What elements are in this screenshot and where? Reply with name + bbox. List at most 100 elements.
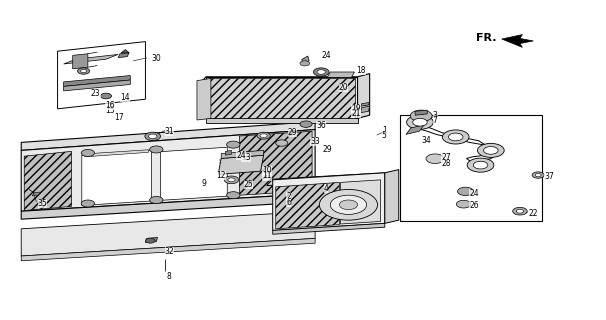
Circle shape xyxy=(467,158,494,172)
Text: 28: 28 xyxy=(441,159,451,168)
Circle shape xyxy=(473,161,488,169)
Text: 7: 7 xyxy=(433,116,438,125)
Polygon shape xyxy=(21,238,315,261)
Circle shape xyxy=(150,146,163,153)
Circle shape xyxy=(145,132,161,140)
Polygon shape xyxy=(21,211,315,256)
Polygon shape xyxy=(82,150,152,205)
Polygon shape xyxy=(21,130,315,211)
Text: 5: 5 xyxy=(382,131,387,140)
Polygon shape xyxy=(206,118,358,123)
Circle shape xyxy=(532,172,544,178)
Text: 9: 9 xyxy=(201,179,206,188)
Text: 19: 19 xyxy=(351,104,361,113)
Text: 29: 29 xyxy=(322,145,332,154)
Circle shape xyxy=(330,195,367,214)
Circle shape xyxy=(227,192,240,199)
Circle shape xyxy=(313,68,329,76)
Polygon shape xyxy=(209,78,355,118)
Text: 1: 1 xyxy=(382,126,387,135)
Polygon shape xyxy=(24,151,72,211)
Polygon shape xyxy=(64,54,118,64)
Circle shape xyxy=(81,200,95,207)
Polygon shape xyxy=(267,173,385,186)
Text: 4: 4 xyxy=(324,184,328,193)
Text: 11: 11 xyxy=(262,172,272,180)
Circle shape xyxy=(426,154,444,164)
Circle shape xyxy=(535,173,541,177)
Text: 33: 33 xyxy=(310,137,320,146)
Circle shape xyxy=(458,187,473,196)
Polygon shape xyxy=(400,115,542,221)
Text: 17: 17 xyxy=(114,113,124,122)
Polygon shape xyxy=(73,54,88,69)
Polygon shape xyxy=(121,50,129,53)
Text: 22: 22 xyxy=(528,209,538,218)
Text: 25: 25 xyxy=(244,180,253,189)
Polygon shape xyxy=(341,180,381,224)
Circle shape xyxy=(228,178,235,182)
Circle shape xyxy=(257,132,270,139)
Circle shape xyxy=(78,68,90,74)
Text: 13: 13 xyxy=(241,153,251,162)
Circle shape xyxy=(227,141,240,148)
Circle shape xyxy=(300,61,310,66)
Text: 18: 18 xyxy=(356,66,366,75)
Text: 12: 12 xyxy=(216,171,226,180)
Circle shape xyxy=(484,147,498,154)
Circle shape xyxy=(339,200,358,210)
Circle shape xyxy=(407,115,433,129)
Polygon shape xyxy=(361,106,370,113)
Text: 30: 30 xyxy=(152,54,161,63)
Polygon shape xyxy=(406,125,424,134)
Circle shape xyxy=(260,134,267,138)
Polygon shape xyxy=(200,77,358,83)
Circle shape xyxy=(145,238,155,243)
Circle shape xyxy=(410,110,432,122)
Text: 35: 35 xyxy=(38,199,47,208)
Text: 3: 3 xyxy=(433,111,438,120)
Text: 34: 34 xyxy=(421,136,431,145)
Polygon shape xyxy=(58,42,145,109)
Circle shape xyxy=(300,121,312,127)
Polygon shape xyxy=(64,76,130,86)
Polygon shape xyxy=(327,72,355,77)
Text: 36: 36 xyxy=(316,121,326,130)
Polygon shape xyxy=(502,35,533,47)
Text: 2: 2 xyxy=(286,192,291,201)
Text: 20: 20 xyxy=(339,83,348,92)
Text: 24: 24 xyxy=(236,151,246,160)
Polygon shape xyxy=(85,150,148,157)
Polygon shape xyxy=(218,155,264,174)
Polygon shape xyxy=(221,150,264,158)
Polygon shape xyxy=(21,194,315,219)
Text: 10: 10 xyxy=(262,166,272,175)
Circle shape xyxy=(513,207,527,215)
Text: 15: 15 xyxy=(105,106,115,115)
Polygon shape xyxy=(161,147,227,200)
Circle shape xyxy=(456,200,471,208)
Polygon shape xyxy=(385,170,399,223)
Text: 14: 14 xyxy=(120,93,130,102)
Polygon shape xyxy=(225,150,231,155)
Polygon shape xyxy=(273,223,385,234)
Text: 8: 8 xyxy=(166,272,171,281)
Polygon shape xyxy=(361,102,370,106)
Polygon shape xyxy=(302,56,309,64)
Polygon shape xyxy=(145,237,158,243)
Circle shape xyxy=(478,143,504,157)
Circle shape xyxy=(148,134,157,139)
Circle shape xyxy=(516,209,524,213)
Text: 21: 21 xyxy=(351,109,361,118)
Circle shape xyxy=(448,133,463,141)
Polygon shape xyxy=(273,173,385,230)
Circle shape xyxy=(101,93,112,99)
Text: 27: 27 xyxy=(441,153,451,162)
Polygon shape xyxy=(239,131,312,195)
Circle shape xyxy=(317,70,325,74)
Polygon shape xyxy=(415,110,427,115)
Polygon shape xyxy=(64,80,130,91)
Polygon shape xyxy=(206,77,358,118)
Text: 23: 23 xyxy=(91,89,101,98)
Text: 24: 24 xyxy=(321,51,331,60)
